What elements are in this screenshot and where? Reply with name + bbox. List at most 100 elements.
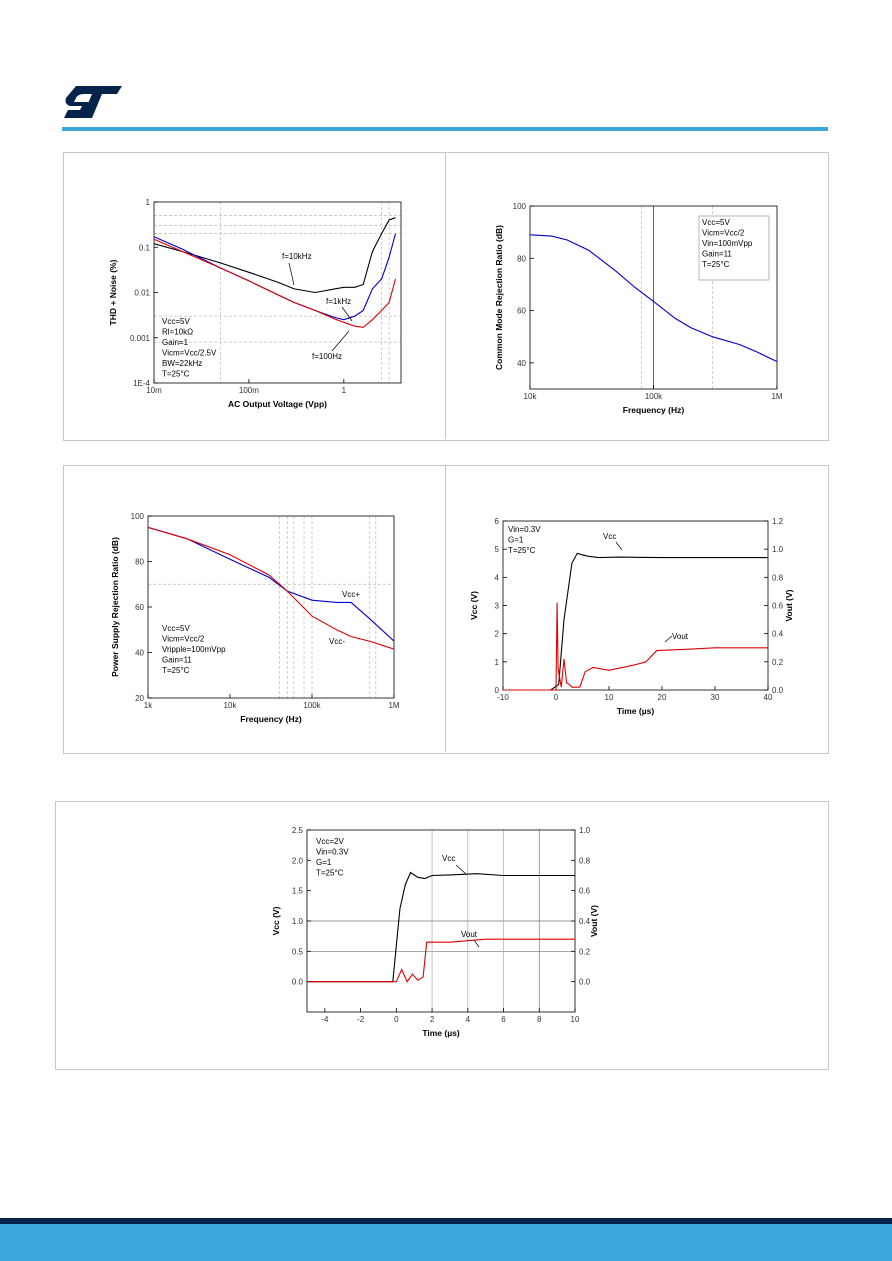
condition-text: Vcc=2V <box>316 837 344 846</box>
x-tick-label: 100k <box>303 701 321 710</box>
annotation-pointer <box>473 939 480 948</box>
y-tick-label: 40 <box>135 649 144 658</box>
series-line-vcc- <box>147 526 395 642</box>
x-tick-label: 4 <box>466 1015 471 1024</box>
x-axis-label: Frequency (Hz) <box>623 405 685 415</box>
series-line-f-1khz <box>153 233 397 321</box>
st-logo <box>64 86 122 118</box>
x-tick-label: 40 <box>764 693 773 702</box>
x-axis-label: Time (µs) <box>422 1028 460 1038</box>
figure-panel-middle <box>63 465 829 754</box>
x-tick-label: -4 <box>321 1015 329 1024</box>
y-right-tick-label: 0.2 <box>772 658 784 667</box>
x-tick-label: -2 <box>357 1015 365 1024</box>
y-right-tick-label: 0.4 <box>579 917 591 926</box>
condition-text: Gain=11 <box>162 656 192 665</box>
annotation-pointer <box>341 306 353 322</box>
thd-noise-chart: 10m 100m 1 1 0.1 0.01 0.001 1E-4 AC Output Volta… <box>108 198 402 409</box>
condition-text: T=25°C <box>316 869 344 878</box>
conditions-box <box>698 215 770 281</box>
startup-time-chart-2v: -4 -2 0 2 4 6 8 10 2.5 2.0 1.5 1.0 0.5 0.0 1.0 0.8 0.6 0.… <box>271 826 599 1038</box>
annotation-pointer <box>615 541 623 551</box>
y-tick-label: 1.0 <box>292 917 304 926</box>
condition-text: Vcc=5V <box>162 317 190 326</box>
condition-text: Vripple=100mVpp <box>162 645 226 654</box>
footer-bar <box>0 1224 892 1261</box>
y-tick-label: 100 <box>513 202 527 211</box>
y-right-tick-label: 1.0 <box>579 826 591 835</box>
y-tick-label: 40 <box>517 359 526 368</box>
y-right-tick-label: 0.6 <box>579 887 591 896</box>
condition-text: Vcc=5V <box>162 624 190 633</box>
x-tick-label: 30 <box>711 693 720 702</box>
condition-text: T=25°C <box>162 666 190 675</box>
header-rule <box>62 127 828 131</box>
annotation-label: Vcc- <box>329 637 345 646</box>
figure-panel-top <box>63 152 829 441</box>
series-line-f-100hz <box>153 238 397 328</box>
y-tick-label: 4 <box>495 573 500 582</box>
condition-text: Vicm=Vcc/2 <box>162 635 205 644</box>
x-axis-label: AC Output Voltage (Vpp) <box>228 399 327 409</box>
condition-text: T=25°C <box>162 370 190 379</box>
condition-text: T=25°C <box>508 546 536 555</box>
x-tick-label: 10k <box>224 701 238 710</box>
series-line-vout <box>307 938 575 983</box>
annotation-label: f=100Hz <box>312 352 342 361</box>
annotation-label: Vcc <box>442 854 455 863</box>
condition-text: Vin=0.3V <box>508 525 541 534</box>
series-line-cmrr <box>529 234 778 363</box>
condition-text: Vin=100mVpp <box>702 239 753 248</box>
x-tick-label: 10m <box>146 386 162 395</box>
annotation-label: Vout <box>461 930 478 939</box>
y-tick-label: 1E-4 <box>133 379 150 388</box>
x-tick-label: 1k <box>144 701 153 710</box>
x-tick-label: 0 <box>394 1015 399 1024</box>
condition-text: Gain=1 <box>162 338 189 347</box>
y-right-tick-label: 0.0 <box>579 978 591 987</box>
y-tick-label: 0.01 <box>134 289 150 298</box>
x-tick-label: 10 <box>571 1015 580 1024</box>
y-tick-label: 0 <box>495 686 500 695</box>
condition-text: Vin=0.3V <box>316 848 349 857</box>
panel-divider <box>445 466 446 752</box>
y-tick-label: 0.0 <box>292 978 304 987</box>
y-right-tick-label: 0.0 <box>772 686 784 695</box>
y-right-axis-label: Vout (V) <box>589 905 599 937</box>
y-axis-label: Common Mode Rejection Ratio (dB) <box>494 225 504 370</box>
y-tick-label: 20 <box>135 694 144 703</box>
x-axis-label: Frequency (Hz) <box>240 714 302 724</box>
cmrr-chart: 10k 100k 1M 100 80 60 40 Frequency (Hz) Common M… <box>494 202 783 415</box>
condition-text: Vicm=Vcc/2 <box>702 229 745 238</box>
x-tick-label: 1M <box>388 701 399 710</box>
y-tick-label: 100 <box>131 512 145 521</box>
x-tick-label: 20 <box>658 693 667 702</box>
x-tick-label: 6 <box>501 1015 506 1024</box>
annotation-label: f=10kHz <box>282 252 312 261</box>
condition-text: G=1 <box>316 858 332 867</box>
y-axis-label: THD + Noise (%) <box>108 259 118 325</box>
y-tick-label: 1.5 <box>292 887 304 896</box>
y-tick-label: 80 <box>135 558 144 567</box>
x-axis-label: Time (µs) <box>617 706 655 716</box>
series-line-vcc <box>307 871 575 983</box>
condition-text: Rl=10kΩ <box>162 328 193 337</box>
x-tick-label: 100m <box>239 386 259 395</box>
condition-text: BW=22kHz <box>162 359 202 368</box>
y-tick-label: 2.0 <box>292 856 304 865</box>
figure-panel-bottom <box>55 801 829 1070</box>
y-tick-label: 1 <box>495 658 500 667</box>
y-axis-label: Vcc (V) <box>469 591 479 620</box>
y-right-tick-label: 0.6 <box>772 602 784 611</box>
condition-text: Vcc=5V <box>702 218 730 227</box>
y-right-tick-label: 0.8 <box>772 573 784 582</box>
x-tick-label: 1M <box>771 392 782 401</box>
footer-stripe <box>0 1218 892 1224</box>
y-right-tick-label: 0.8 <box>579 856 591 865</box>
series-line-vcc <box>503 552 768 691</box>
series-line-vout <box>503 602 768 691</box>
y-right-axis-label: Vout (V) <box>784 589 794 621</box>
condition-text: Gain=11 <box>702 250 732 259</box>
annotation-label: f=1kHz <box>326 297 351 306</box>
y-tick-label: 80 <box>517 254 526 263</box>
